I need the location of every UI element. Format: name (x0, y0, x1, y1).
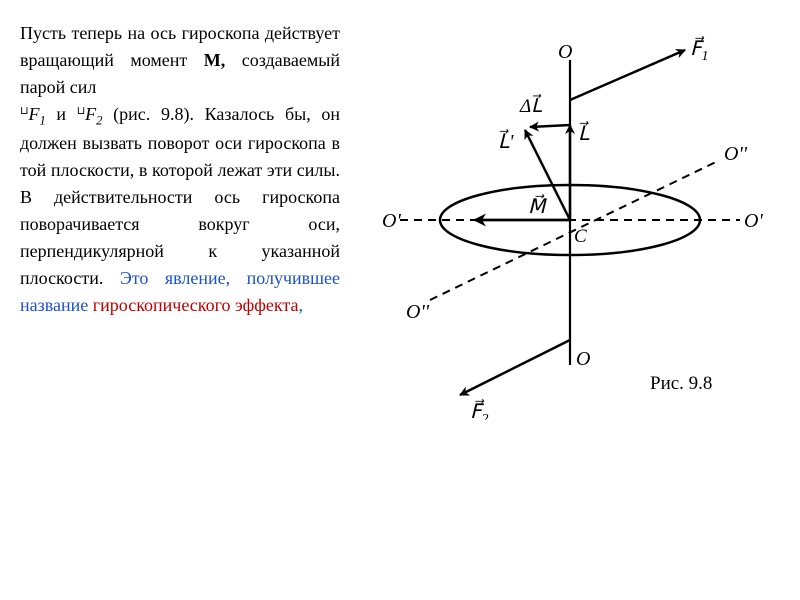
diagram-svg: O O F⃗1 F⃗2 L⃗ L⃗' ΔL⃗ M⃗ C O' O' O'' O'… (360, 20, 780, 420)
main-paragraph: Пусть теперь на ось гироскопа действует … (20, 20, 340, 319)
figure-column: O O F⃗1 F⃗2 L⃗ L⃗' ΔL⃗ M⃗ C O' O' O'' O'… (360, 20, 780, 580)
label-delta-L: ΔL⃗ (519, 94, 542, 117)
label-Oprime-right: O' (744, 210, 763, 232)
label-F1: F⃗1 (690, 35, 709, 64)
label-O-bottom: O (576, 348, 590, 370)
red-text: гироскопического эффекта (93, 295, 299, 315)
F1-symbol: ⊔F1 (20, 104, 56, 124)
label-C: C (574, 226, 587, 247)
label-Odprime-left: O'' (406, 301, 430, 323)
label-O-top: O (558, 41, 572, 63)
figure-caption: Рис. 9.8 (650, 370, 712, 399)
vector-F2 (460, 340, 570, 395)
label-Odprime-right: O'' (724, 143, 748, 165)
label-L: L⃗ (578, 120, 590, 145)
label-Oprime-left: O' (382, 210, 401, 232)
vector-F1 (570, 50, 685, 100)
label-M: M⃗ (528, 193, 547, 218)
F2-symbol: ⊔F2 (77, 104, 113, 124)
vector-delta-L (530, 125, 570, 127)
and-word: и (56, 104, 76, 124)
text-column: Пусть теперь на ось гироскопа действует … (20, 20, 360, 580)
text-run-3: (рис. 9.8). Казалось бы, он должен вызва… (20, 104, 340, 288)
label-L-prime: L⃗' (498, 128, 514, 153)
label-F2: F⃗2 (470, 398, 489, 420)
bold-M: М, (204, 50, 226, 70)
